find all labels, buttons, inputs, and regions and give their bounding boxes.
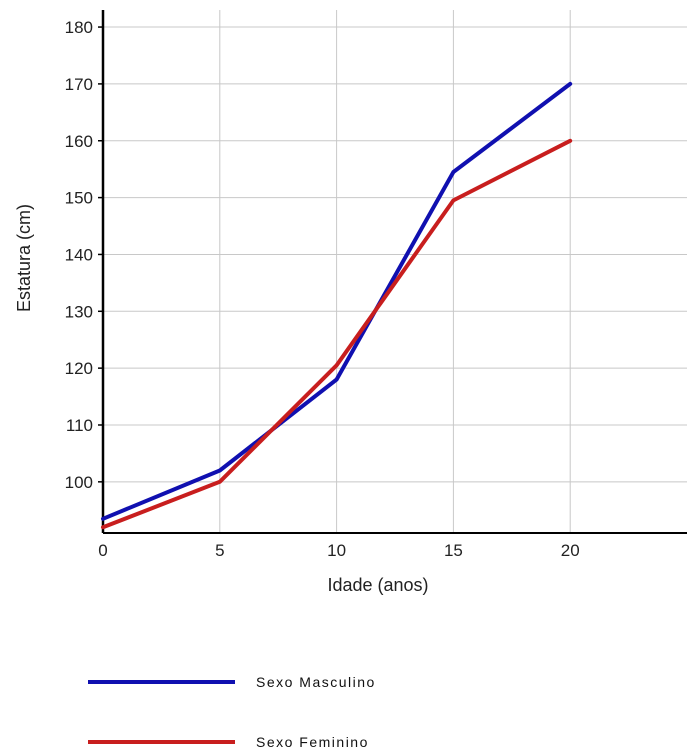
y-tick-label: 100 (65, 473, 93, 492)
x-tick-label: 20 (561, 541, 580, 560)
series-line-1 (101, 81, 573, 521)
x-tick-label: 15 (444, 541, 463, 560)
y-tick-label: 110 (66, 416, 93, 435)
y-tick-label: 120 (65, 359, 93, 378)
y-tick-label: 130 (65, 302, 93, 321)
series-lines (101, 81, 573, 530)
y-tick-label: 170 (65, 75, 93, 94)
y-tick-label: 160 (65, 132, 93, 151)
x-axis-title: Idade (anos) (327, 575, 428, 595)
y-tick-label: 180 (65, 18, 93, 37)
x-tick-label: 10 (327, 541, 346, 560)
grid-lines (103, 10, 687, 533)
legend-label: Sexo Feminino (256, 734, 369, 750)
x-tick-label: 0 (98, 541, 107, 560)
legend-label: Sexo Masculino (256, 674, 376, 690)
y-axis-title: Estatura (cm) (14, 204, 34, 312)
x-tick-labels: 0 5 10 15 20 (98, 541, 579, 560)
y-tick-labels: 100 110 120 130 140 150 160 170 180 (65, 18, 103, 492)
y-tick-label: 140 (65, 245, 93, 264)
series-line-2 (101, 138, 573, 530)
y-tick-label: 150 (65, 189, 93, 208)
axes (101, 10, 687, 534)
legend: Sexo Masculino Sexo Feminino (88, 674, 376, 750)
x-tick-label: 5 (215, 541, 224, 560)
